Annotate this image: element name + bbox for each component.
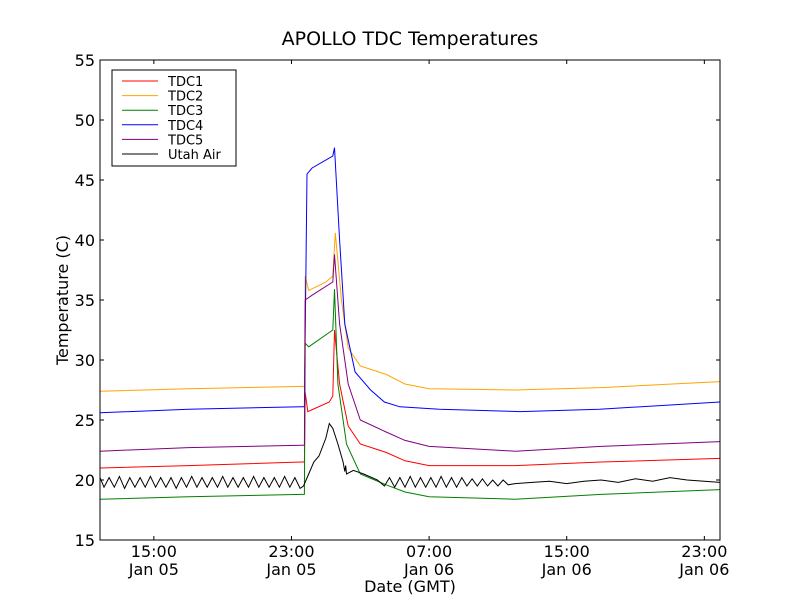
legend-label: Utah Air	[168, 148, 221, 163]
series-line-tdc4	[99, 147, 721, 414]
legend-box	[111, 69, 237, 167]
x-tick-label-date: Jan 06	[678, 560, 729, 579]
y-tick-label: 45	[75, 171, 95, 190]
y-tick-label: 55	[75, 51, 95, 70]
x-tick-label-time: 15:00	[544, 542, 590, 561]
legend-label: TDC5	[167, 133, 203, 148]
series-line-tdc5	[99, 254, 721, 452]
series-line-tdc2	[99, 232, 721, 392]
x-tick-label-date: Jan 05	[128, 560, 179, 579]
x-tick-label-date: Jan 06	[403, 560, 454, 579]
legend-label: TDC2	[167, 90, 203, 105]
y-tick-label: 25	[75, 411, 95, 430]
y-axis-label: Temperature (C)	[53, 235, 72, 366]
legend-label: TDC4	[167, 119, 203, 134]
x-tick-label-date: Jan 06	[541, 560, 592, 579]
y-tick-label: 35	[75, 291, 95, 310]
x-tick-label-time: 15:00	[131, 542, 177, 561]
y-tick-label: 40	[75, 231, 95, 250]
y-tick-label: 30	[75, 351, 95, 370]
series-layer	[99, 147, 721, 500]
y-tick-label: 20	[75, 471, 95, 490]
y-tick-label: 15	[75, 531, 95, 550]
x-axis-label: Date (GMT)	[364, 577, 456, 596]
x-tick-label-time: 07:00	[406, 542, 452, 561]
y-tick-label: 50	[75, 111, 95, 130]
x-tick-label-time: 23:00	[681, 542, 727, 561]
series-line-utah-air	[99, 422, 721, 490]
chart-title: APOLLO TDC Temperatures	[282, 28, 539, 50]
series-line-tdc3	[99, 289, 721, 500]
x-tick-label-date: Jan 05	[265, 560, 316, 579]
legend-label: TDC1	[167, 75, 203, 90]
x-tick-label-time: 23:00	[268, 542, 314, 561]
legend-label: TDC3	[167, 104, 203, 119]
